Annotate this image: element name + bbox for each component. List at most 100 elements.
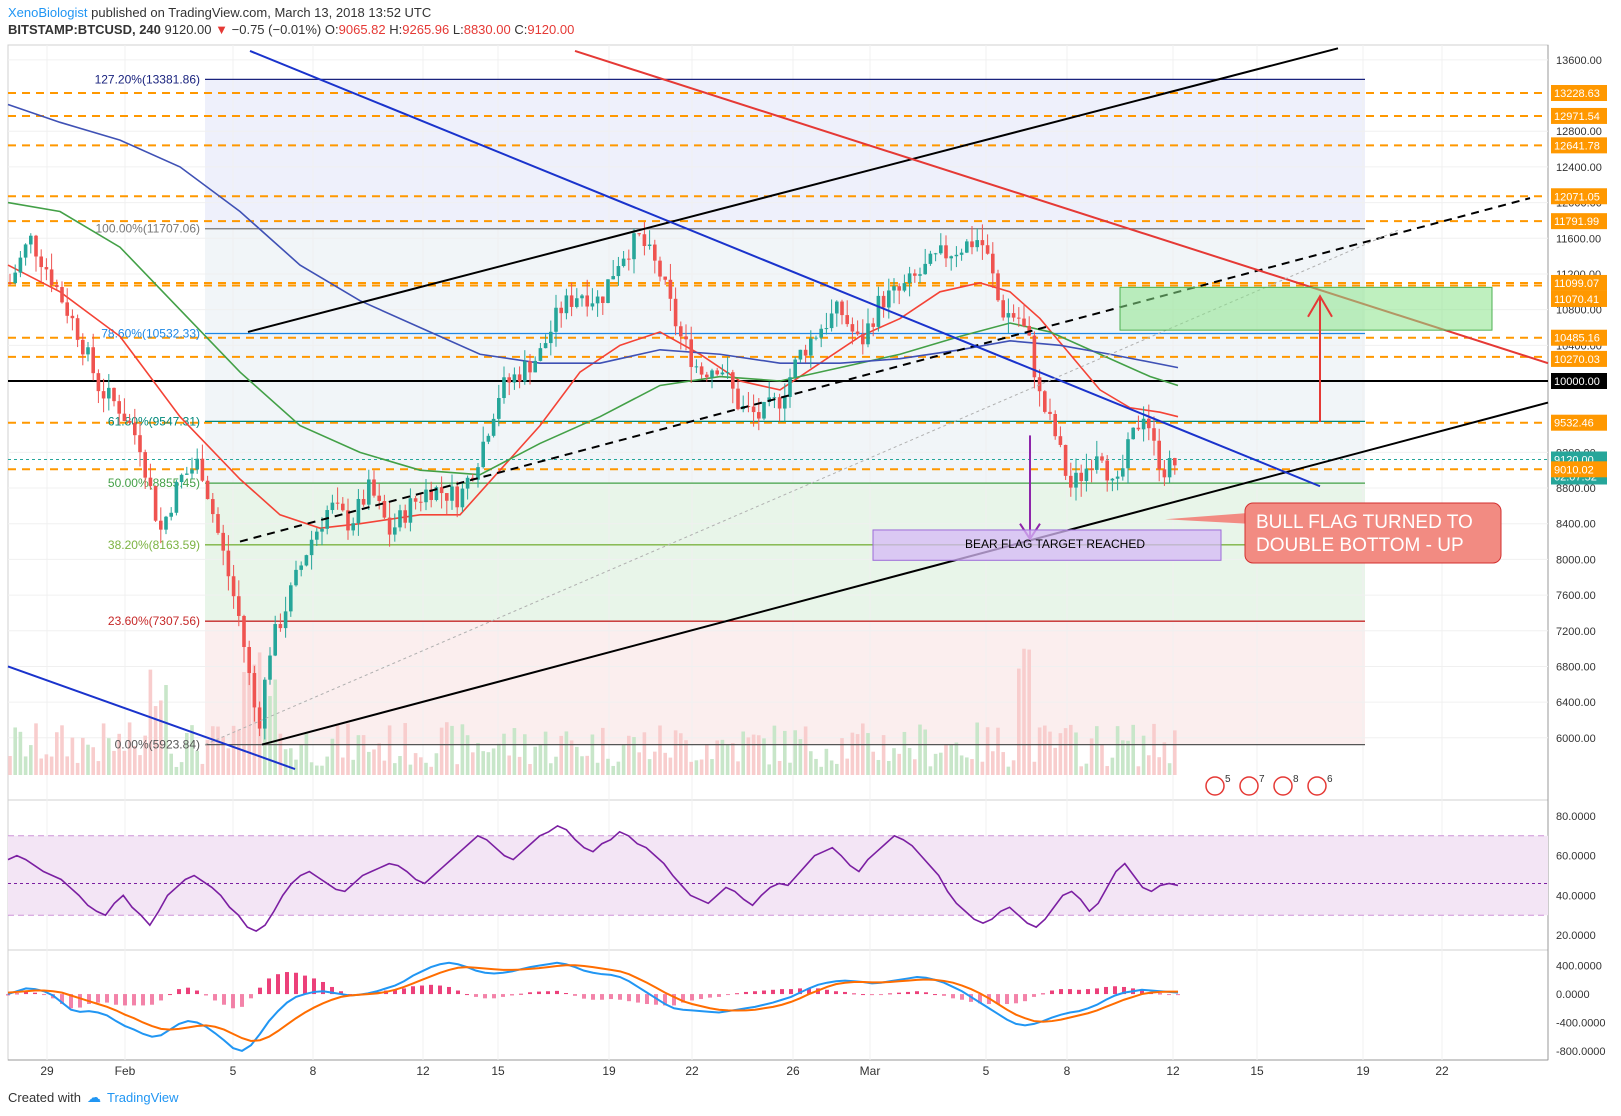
blue-lower-line[interactable] [7,665,296,770]
author-link[interactable]: XenoBiologist [8,5,88,20]
candle-body[interactable] [320,528,324,532]
bull-flag-callout[interactable] [1244,502,1502,564]
candle-body[interactable] [647,244,652,247]
macd-signal-line[interactable] [7,964,1178,1042]
candle-body[interactable] [543,343,548,349]
candle-body[interactable] [86,347,90,355]
candle-body[interactable] [1043,391,1047,412]
candle-body[interactable] [658,260,662,277]
candle-body[interactable] [361,498,366,505]
rsi-line[interactable] [7,824,1179,933]
candle-body[interactable] [949,256,953,259]
candle-body[interactable] [372,479,376,496]
candle-body[interactable] [798,349,803,360]
candle-body[interactable] [913,273,917,276]
candle-body[interactable] [101,391,106,399]
candle-body[interactable] [1074,472,1078,488]
event-flag-icon[interactable] [1239,776,1259,796]
event-flag-icon[interactable] [1307,776,1327,796]
candle-body[interactable] [611,276,615,280]
candle-body[interactable] [985,245,990,254]
candle-body[interactable] [689,339,693,367]
candle-body[interactable] [673,298,678,327]
candle-body[interactable] [694,366,699,368]
candle-body[interactable] [1017,317,1021,319]
candle-body[interactable] [403,510,407,523]
candle-body[interactable] [174,482,179,513]
candle-body[interactable] [975,240,979,248]
candle-body[interactable] [497,398,501,419]
candle-body[interactable] [601,296,605,303]
candle-body[interactable] [637,233,641,235]
blue-downtrend-line[interactable] [249,50,1321,488]
candle-body[interactable] [996,273,1000,301]
candle-body[interactable] [528,361,532,373]
candle-body[interactable] [502,377,506,399]
candle-body[interactable] [179,474,184,483]
candle-body[interactable] [29,235,33,245]
candle-body[interactable] [1095,456,1099,470]
candle-body[interactable] [819,328,823,338]
candle-body[interactable] [1110,478,1115,481]
candle-body[interactable] [164,516,168,530]
candle-body[interactable] [684,336,688,340]
candle-body[interactable] [710,370,714,378]
candle-body[interactable] [49,269,54,285]
candle-body[interactable] [803,349,808,356]
candle-body[interactable] [788,377,792,397]
candle-body[interactable] [13,272,17,284]
candle-body[interactable] [486,435,491,442]
candle-body[interactable] [1105,460,1109,481]
candle-body[interactable] [959,252,964,255]
candle-body[interactable] [309,539,314,556]
target-zone-box[interactable] [1119,286,1493,331]
candle-body[interactable] [824,328,829,330]
candle-body[interactable] [1058,436,1063,445]
candle-body[interactable] [283,611,288,629]
candle-body[interactable] [1011,313,1016,318]
candle-body[interactable] [70,315,75,319]
candle-body[interactable] [96,373,101,392]
candle-body[interactable] [627,258,631,260]
candle-body[interactable] [39,256,43,268]
candle-body[interactable] [668,279,673,299]
candle-body[interactable] [185,473,189,475]
candle-body[interactable] [1069,475,1073,488]
candle-body[interactable] [517,374,522,382]
candle-body[interactable] [341,503,345,511]
candle-body[interactable] [559,307,563,314]
candle-body[interactable] [445,493,449,501]
candle-body[interactable] [621,258,626,267]
candle-body[interactable] [809,338,813,356]
candle-body[interactable] [143,452,147,478]
candle-body[interactable] [1053,413,1057,437]
candle-body[interactable] [512,374,517,383]
candle-body[interactable] [923,263,927,275]
candle-body[interactable] [231,576,236,597]
candle-body[interactable] [1006,313,1011,318]
sma-fast-line[interactable] [7,264,1179,529]
candle-body[interactable] [845,315,849,325]
candle-body[interactable] [595,296,600,304]
candle-body[interactable] [23,244,28,258]
candle-body[interactable] [554,307,558,332]
candle-body[interactable] [226,550,231,577]
candle-body[interactable] [465,477,470,489]
candle-body[interactable] [793,359,797,378]
candle-body[interactable] [398,510,402,528]
candle-body[interactable] [835,301,839,314]
candle-body[interactable] [928,253,933,264]
candle-body[interactable] [1136,427,1141,430]
candle-body[interactable] [211,499,215,515]
candle-body[interactable] [538,348,543,361]
candle-body[interactable] [205,480,210,500]
candle-body[interactable] [138,435,142,453]
tradingview-brand[interactable]: TradingView [106,1090,179,1105]
candle-body[interactable] [200,458,205,481]
candle-body[interactable] [1037,377,1042,392]
sma-slow-line[interactable] [7,103,1179,369]
candle-body[interactable] [81,339,85,355]
candle-body[interactable] [762,402,766,419]
candle-body[interactable] [881,295,886,308]
